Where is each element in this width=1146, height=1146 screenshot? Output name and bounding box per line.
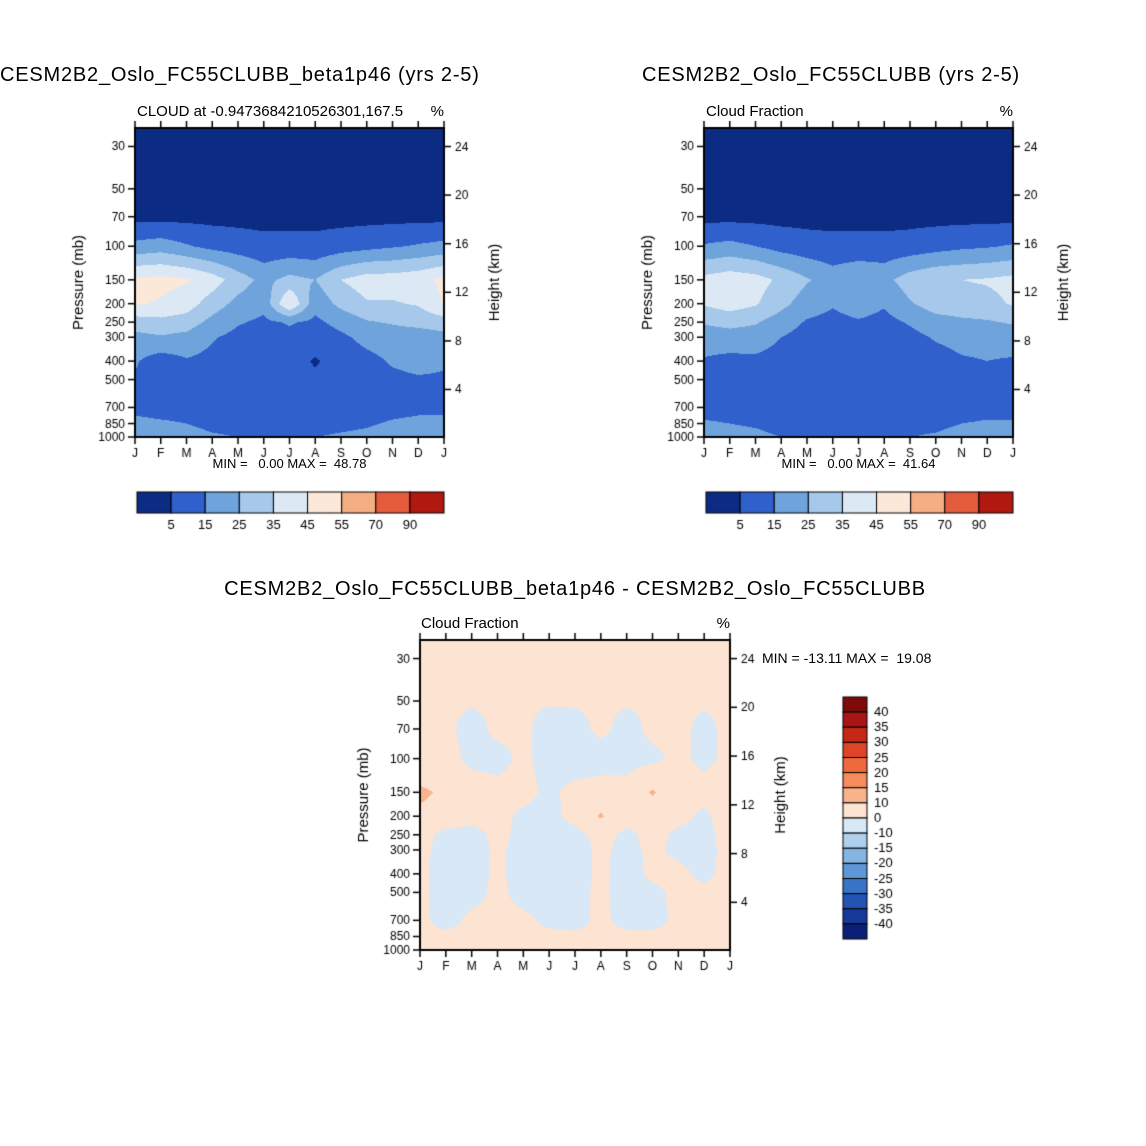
panel1-minmax: MIN = 0.00 MAX = 48.78 bbox=[212, 456, 367, 471]
panel2-title: CESM2B2_Oslo_FC55CLUBB (yrs 2-5) bbox=[642, 64, 1020, 86]
panel1-unit-label: % bbox=[430, 103, 444, 120]
panel3-title: CESM2B2_Oslo_FC55CLUBB_beta1p46 - CESM2B… bbox=[224, 578, 926, 600]
panel1-subtitle: CLOUD at -0.9473684210526301,167.5 bbox=[137, 103, 404, 120]
panel3-minmax: MIN = -13.11 MAX = 19.08 bbox=[762, 650, 932, 666]
panel3-subtitle: Cloud Fraction bbox=[421, 615, 519, 632]
panel2-unit-label: % bbox=[999, 103, 1013, 120]
panel3-unit-label: % bbox=[716, 615, 730, 632]
panel2-subtitle: Cloud Fraction bbox=[706, 103, 804, 120]
panel1-title: CESM2B2_Oslo_FC55CLUBB_beta1p46 (yrs 2-5… bbox=[0, 64, 480, 86]
panel2-minmax: MIN = 0.00 MAX = 41.64 bbox=[781, 456, 936, 471]
